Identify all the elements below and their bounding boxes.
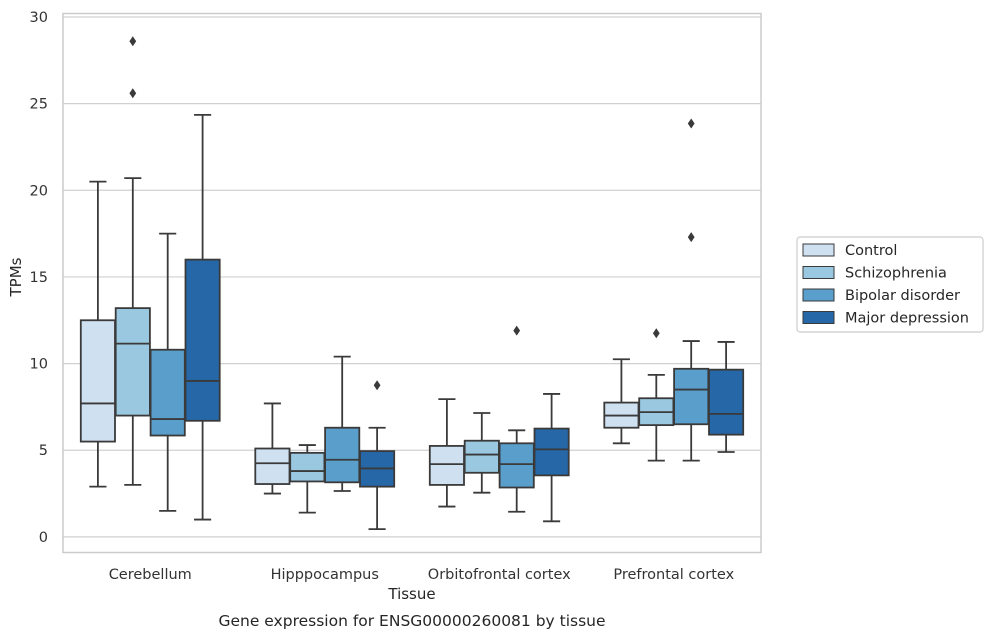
box [428,398,465,508]
outlier-point [652,328,660,339]
series-control [79,180,640,508]
x-tick-label: Hipppocampus [271,567,379,583]
outlier-point [687,232,695,243]
y-tick-label: 20 [30,183,48,199]
box [708,341,745,453]
box-iqr [254,447,291,485]
x-tick-label: Cerebellum [109,567,192,583]
box-iqr [114,307,151,417]
legend-label: Schizophrenia [845,266,947,282]
legend-swatch [802,266,835,279]
x-tick-labels: Cerebellum Hipppocampus Orbitofrontal cort… [109,567,735,583]
box-iqr [79,319,116,443]
box-iqr [463,439,500,474]
y-tick-labels: 0 5 10 15 20 25 30 [30,10,48,546]
box-iqr [324,426,361,484]
box [289,444,326,514]
box-iqr [673,367,710,426]
box [149,232,186,512]
outlier-point [687,118,695,129]
box-iqr [708,368,745,436]
x-axis-label: Tissue [387,585,435,603]
series-bipolar-disorder [149,118,710,513]
y-tick-label: 0 [39,530,48,546]
plot-area-frame [62,12,762,554]
outlier-point [129,36,137,47]
legend-swatch [802,311,835,324]
legend-item: Control [802,243,897,259]
legend-label: Control [845,243,897,259]
box-iqr [149,348,186,437]
outlier-point [513,325,521,336]
y-axis-label: TPMs [7,257,25,297]
box [359,380,396,531]
box-iqr [289,451,326,483]
box-iqr [184,258,221,422]
box [79,180,116,488]
box-iqr [428,445,465,486]
legend: Control Schizophrenia Bipolar disorder Majo… [796,236,984,333]
legend-label: Bipolar disorder [845,288,960,304]
box [324,355,361,492]
box-series-group [79,36,745,531]
outlier-point [129,88,137,99]
series-schizophrenia [114,36,675,514]
y-tick-label: 25 [30,97,48,113]
legend-label: Major depression [845,311,969,327]
y-tick-label: 15 [30,270,48,286]
outlier-point [373,380,381,391]
box [254,402,291,495]
box [533,393,570,523]
series-major-depression [184,113,745,531]
y-tick-label: 30 [30,10,48,26]
box-iqr [533,427,570,477]
legend-swatch [802,243,835,257]
x-tick-label: Orbitofrontal cortex [428,567,571,583]
legend-item: Major depression [802,311,969,327]
box-iqr [498,442,535,489]
y-tick-label: 5 [39,443,48,459]
legend-swatch [802,288,835,302]
legend-frame [796,236,984,333]
x-tick-label: Prefrontal cortex [613,567,734,583]
legend-item: Schizophrenia [802,266,947,282]
chart-caption: Gene expression for ENSG00000260081 by t… [218,612,605,630]
box [638,328,675,462]
y-tick-label: 10 [30,357,48,373]
box [184,113,221,521]
legend-item: Bipolar disorder [802,288,960,304]
